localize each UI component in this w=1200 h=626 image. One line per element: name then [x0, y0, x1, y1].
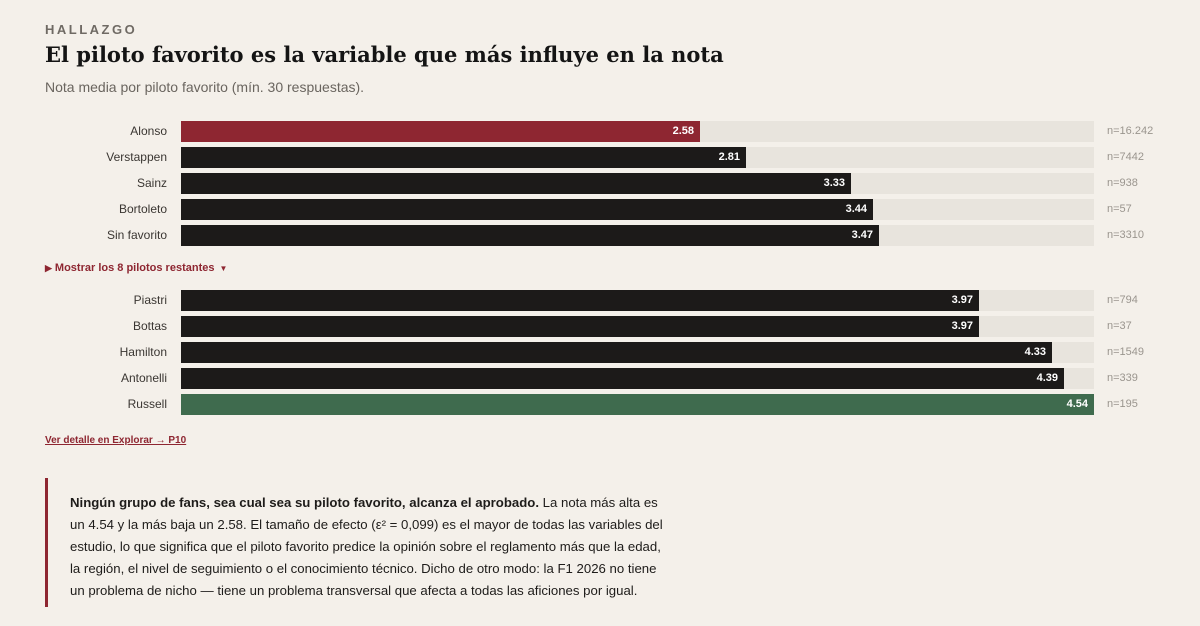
bar-row: Verstappen 2.81 n=7442 — [0, 147, 1200, 168]
bar: 2.81 — [181, 147, 746, 168]
bar-track: 3.44 — [181, 199, 1094, 220]
category-label: Bottas — [132, 319, 167, 333]
category-label: Antonelli — [120, 371, 167, 385]
bar-track: 4.33 — [181, 342, 1094, 363]
sample-size-label: n=938 — [1107, 177, 1138, 189]
value-label: 3.33 — [823, 177, 845, 189]
category-label: Piastri — [133, 293, 167, 307]
chevron-down-icon: ▼ — [219, 263, 228, 273]
bar-track: 3.97 — [181, 290, 1094, 311]
value-label: 2.81 — [718, 151, 740, 163]
sample-size-label: n=1549 — [1107, 346, 1145, 358]
bar-row: Sin favorito 3.47 n=3310 — [0, 225, 1200, 246]
detail-link[interactable]: Ver detalle en Explorar → P10 — [45, 435, 187, 446]
category-label: Verstappen — [106, 150, 167, 164]
bar: 2.58 — [181, 121, 700, 142]
bar: 4.33 — [181, 342, 1052, 363]
bar: 3.97 — [181, 316, 979, 337]
bar-track: 2.81 — [181, 147, 1094, 168]
bar-track: 4.54 — [181, 394, 1094, 415]
bar: 3.44 — [181, 199, 873, 220]
show-more-toggle[interactable]: ▶ Mostrar los 8 pilotos restantes ▼ — [45, 262, 227, 274]
sample-size-label: n=7442 — [1107, 151, 1145, 163]
bar-row: Sainz 3.33 n=938 — [0, 173, 1200, 194]
value-label: 4.54 — [1066, 398, 1088, 410]
bar-track: 3.97 — [181, 316, 1094, 337]
bar-track: 3.33 — [181, 173, 1094, 194]
sample-size-label: n=37 — [1107, 320, 1132, 332]
bar: 3.47 — [181, 225, 879, 246]
show-more-label: Mostrar los 8 pilotos restantes — [54, 262, 215, 274]
category-label: Bortoleto — [118, 202, 167, 216]
category-label: Sainz — [136, 176, 167, 190]
page-title: El piloto favorito es la variable que má… — [45, 42, 724, 67]
bar: 4.39 — [181, 368, 1064, 389]
sample-size-label: n=339 — [1107, 372, 1138, 384]
bar: 3.97 — [181, 290, 979, 311]
value-label: 4.39 — [1036, 372, 1058, 384]
category-label: Russell — [127, 397, 167, 411]
sample-size-label: n=794 — [1107, 294, 1138, 306]
bar-row: Hamilton 4.33 n=1549 — [0, 342, 1200, 363]
callout-box: Ningún grupo de fans, sea cual sea su pi… — [45, 478, 668, 607]
bar-row: Bortoleto 3.44 n=57 — [0, 199, 1200, 220]
bar-row: Alonso 2.58 n=16.242 — [0, 121, 1200, 142]
value-label: 4.33 — [1024, 346, 1046, 358]
value-label: 2.58 — [672, 125, 694, 137]
bar-track: 4.39 — [181, 368, 1094, 389]
value-label: 3.47 — [851, 229, 873, 241]
callout-lead: Ningún grupo de fans, sea cual sea su pi… — [70, 495, 539, 510]
expand-triangle-icon: ▶ — [45, 262, 52, 273]
bar-track: 2.58 — [181, 121, 1094, 142]
category-label: Sin favorito — [106, 228, 167, 242]
bar: 4.54 — [181, 394, 1094, 415]
value-label: 3.97 — [951, 294, 973, 306]
sample-size-label: n=195 — [1107, 398, 1138, 410]
subtitle: Nota media por piloto favorito (mín. 30 … — [45, 79, 365, 95]
bar-row: Antonelli 4.39 n=339 — [0, 368, 1200, 389]
value-label: 3.44 — [845, 203, 867, 215]
category-label: Hamilton — [119, 345, 167, 359]
callout-body: La nota más alta es un 4.54 y la más baj… — [70, 495, 663, 598]
bar-row: Bottas 3.97 n=37 — [0, 316, 1200, 337]
category-label: Alonso — [130, 124, 167, 138]
bar-row: Russell 4.54 n=195 — [0, 394, 1200, 415]
bar: 3.33 — [181, 173, 851, 194]
sample-size-label: n=16.242 — [1107, 125, 1154, 137]
bar-track: 3.47 — [181, 225, 1094, 246]
sample-size-label: n=3310 — [1107, 229, 1145, 241]
sample-size-label: n=57 — [1107, 203, 1132, 215]
callout-text: Ningún grupo de fans, sea cual sea su pi… — [70, 492, 670, 602]
value-label: 3.97 — [951, 320, 973, 332]
bar-row: Piastri 3.97 n=794 — [0, 290, 1200, 311]
eyebrow: HALLAZGO — [45, 22, 138, 37]
